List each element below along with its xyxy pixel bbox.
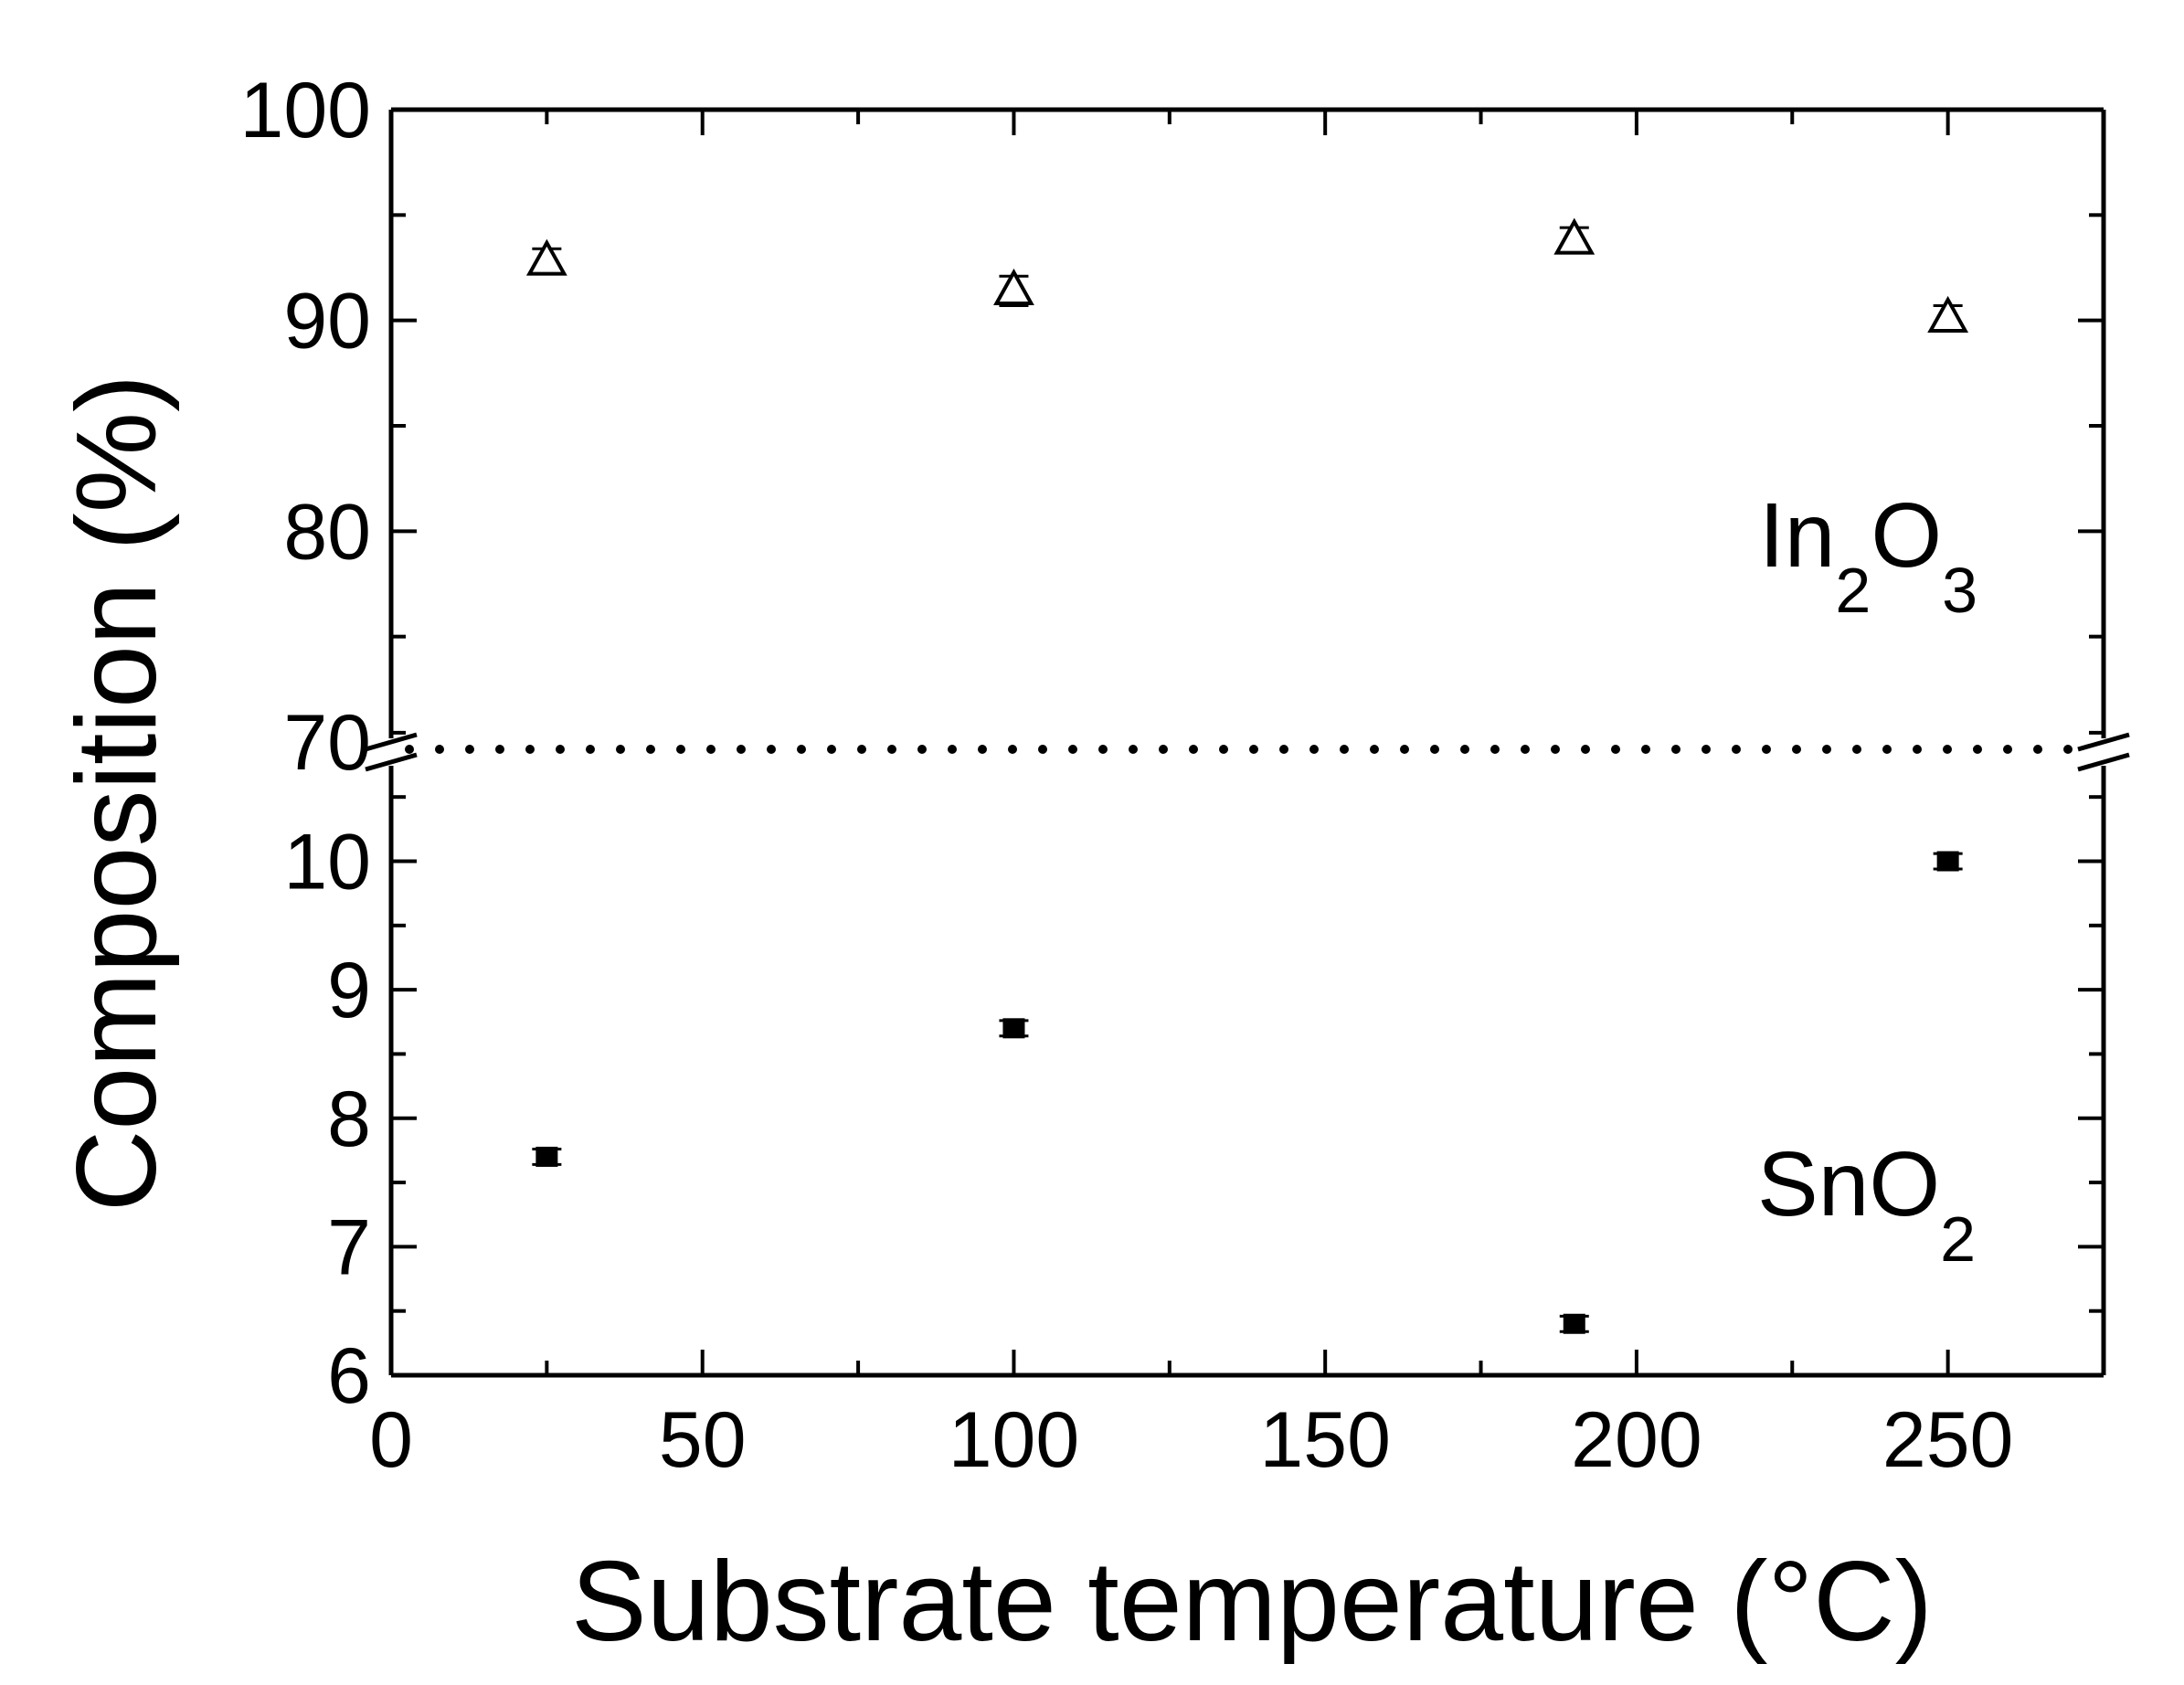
in2o3-label-sub1: 2	[1835, 555, 1871, 626]
break-slash-left-bottom	[365, 752, 418, 772]
x-tick-label: 250	[1882, 1396, 2014, 1484]
x-tick-label: 100	[949, 1396, 1080, 1484]
y-tick-label-lower: 10	[283, 819, 371, 906]
x-tick-label: 50	[659, 1396, 747, 1484]
sno2-point	[1936, 851, 1959, 872]
in2o3-point	[525, 238, 567, 276]
y-axis-title: Composition (%)	[54, 375, 180, 1213]
sno2-point	[1563, 1313, 1585, 1334]
y-tick-label-upper: 70	[283, 699, 371, 787]
break-slash-left-top	[365, 732, 418, 752]
y-tick-label-lower: 7	[327, 1203, 371, 1291]
sno2-label-main: SnO	[1757, 1133, 1940, 1235]
axis-ticks	[389, 108, 2105, 1377]
in2o3-point	[993, 268, 1034, 305]
data-marks	[525, 217, 1969, 1334]
sno2-point	[1002, 1018, 1025, 1039]
sno2-point	[535, 1146, 558, 1167]
y-tick-label-lower: 8	[327, 1076, 371, 1163]
in2o3-point	[1553, 217, 1596, 255]
break-slash-right-bottom	[2077, 752, 2130, 772]
in2o3-label-mid: O	[1871, 484, 1942, 587]
x-axis-title: Substrate temperature (°C)	[571, 1539, 1933, 1665]
x-tick-label: 0	[369, 1396, 413, 1484]
tick-labels: 0 50 100 150 200 250 70 80 90 100 6 7 8 9 10	[240, 67, 2014, 1484]
in2o3-point	[1927, 295, 1969, 333]
y-tick-label-lower: 6	[327, 1332, 371, 1420]
in2o3-label-main: In	[1759, 484, 1835, 587]
sno2-label: SnO2	[1757, 1133, 1976, 1275]
in2o3-label: In2O3	[1759, 484, 1977, 626]
sno2-label-sub1: 2	[1940, 1203, 1976, 1275]
x-tick-label: 150	[1259, 1396, 1391, 1484]
y-tick-label-upper: 90	[283, 278, 371, 366]
y-tick-label-upper: 100	[240, 67, 372, 154]
x-tick-label: 200	[1571, 1396, 1702, 1484]
y-tick-label-upper: 80	[283, 488, 371, 576]
break-slash-right-top	[2077, 732, 2130, 752]
in2o3-label-sub2: 3	[1942, 555, 1977, 626]
y-tick-label-lower: 9	[327, 947, 371, 1034]
